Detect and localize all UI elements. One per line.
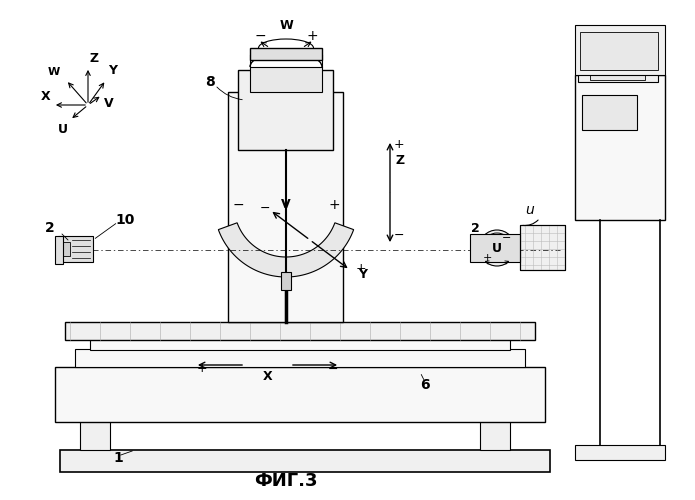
Bar xyxy=(480,420,510,450)
Circle shape xyxy=(613,171,619,177)
Bar xyxy=(90,338,510,350)
Text: 2: 2 xyxy=(471,222,480,234)
Circle shape xyxy=(585,171,591,177)
Bar xyxy=(582,95,637,130)
Text: U: U xyxy=(492,242,502,254)
Bar xyxy=(575,25,665,75)
Bar xyxy=(575,75,665,220)
Text: u: u xyxy=(525,203,534,217)
Bar xyxy=(470,234,520,262)
Text: W: W xyxy=(48,67,60,77)
Bar xyxy=(228,92,343,322)
Bar xyxy=(520,225,565,270)
Bar xyxy=(58,236,93,262)
Bar xyxy=(80,420,110,450)
Circle shape xyxy=(599,171,605,177)
Circle shape xyxy=(613,159,619,165)
Text: 8: 8 xyxy=(205,75,215,89)
Circle shape xyxy=(599,159,605,165)
Text: +: + xyxy=(197,362,207,376)
Text: +: + xyxy=(328,198,340,212)
Text: −: − xyxy=(502,233,512,243)
Text: +: + xyxy=(356,262,367,274)
Bar xyxy=(55,236,63,264)
Bar xyxy=(250,67,322,92)
Bar xyxy=(65,322,535,340)
Bar xyxy=(250,48,322,60)
Text: X: X xyxy=(40,90,50,103)
Text: −: − xyxy=(254,29,265,43)
Circle shape xyxy=(599,147,605,153)
Bar xyxy=(578,52,658,82)
Bar xyxy=(575,445,665,460)
Text: 2: 2 xyxy=(45,221,55,235)
Text: 1: 1 xyxy=(113,451,123,465)
Text: ФИГ.3: ФИГ.3 xyxy=(254,472,318,490)
Bar xyxy=(75,349,525,367)
Text: +: + xyxy=(394,138,404,151)
Bar xyxy=(520,225,565,270)
Text: V: V xyxy=(281,198,291,211)
Text: −: − xyxy=(232,198,244,212)
Circle shape xyxy=(585,159,591,165)
Text: V: V xyxy=(104,97,113,110)
Text: U: U xyxy=(58,123,68,136)
Text: −: − xyxy=(394,228,404,241)
Text: Z: Z xyxy=(90,52,99,65)
Text: X: X xyxy=(263,370,273,383)
Text: +: + xyxy=(482,253,491,263)
Bar xyxy=(281,272,291,290)
Text: 6: 6 xyxy=(420,378,430,392)
Text: W: W xyxy=(279,19,293,32)
Text: −: − xyxy=(328,362,338,376)
Bar xyxy=(580,32,658,70)
Bar xyxy=(238,70,333,150)
Bar xyxy=(60,450,550,472)
Bar xyxy=(590,55,645,80)
Polygon shape xyxy=(218,223,354,277)
Text: +: + xyxy=(306,29,318,43)
Text: −: − xyxy=(260,202,270,214)
Text: Y: Y xyxy=(108,64,117,77)
Circle shape xyxy=(585,147,591,153)
Circle shape xyxy=(479,230,515,266)
Text: 10: 10 xyxy=(115,213,135,227)
Bar xyxy=(58,242,70,256)
Text: Z: Z xyxy=(395,154,404,166)
Text: Y: Y xyxy=(358,268,367,281)
Circle shape xyxy=(613,147,619,153)
Bar xyxy=(55,367,545,422)
